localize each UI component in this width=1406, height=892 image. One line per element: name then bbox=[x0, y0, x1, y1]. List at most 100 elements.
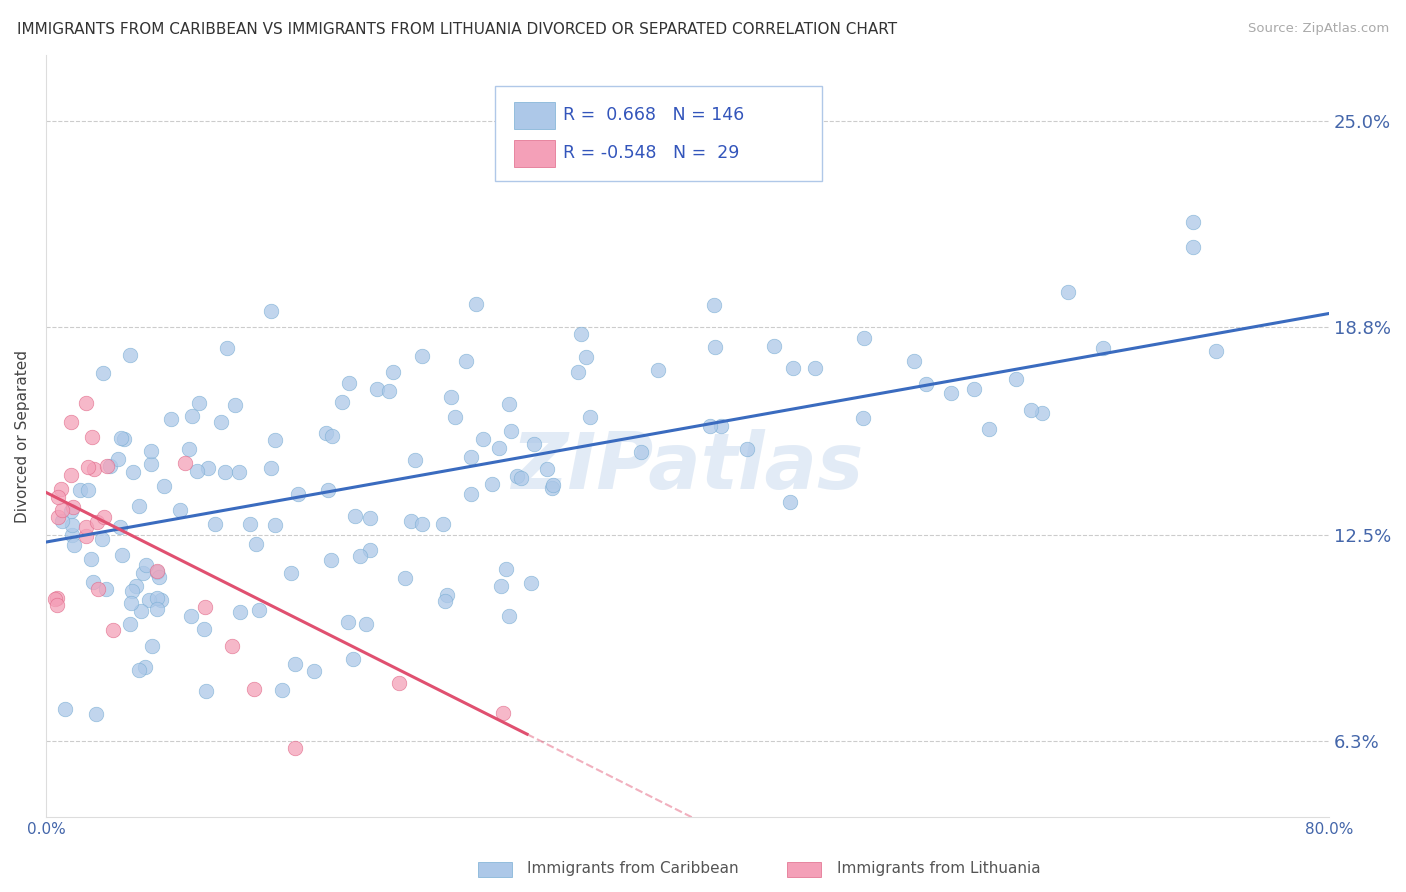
Point bbox=[75, 529, 97, 543]
Point bbox=[492, 706, 515, 720]
Point bbox=[579, 410, 602, 425]
Point bbox=[330, 395, 353, 409]
Point bbox=[125, 579, 148, 593]
Point bbox=[359, 511, 381, 525]
Text: R = -0.548   N =  29: R = -0.548 N = 29 bbox=[562, 145, 740, 162]
Point bbox=[107, 451, 129, 466]
Point bbox=[963, 382, 986, 396]
Point bbox=[139, 444, 162, 458]
Point bbox=[440, 390, 463, 404]
Point bbox=[82, 575, 104, 590]
Point bbox=[1181, 215, 1204, 229]
Point bbox=[44, 592, 66, 607]
Point bbox=[284, 657, 307, 671]
Point bbox=[122, 466, 145, 480]
Point bbox=[460, 487, 482, 501]
Point bbox=[60, 528, 83, 542]
Point bbox=[394, 571, 416, 585]
Point bbox=[80, 429, 103, 443]
Point bbox=[121, 584, 143, 599]
Point bbox=[245, 537, 267, 551]
Point bbox=[160, 411, 183, 425]
Point bbox=[271, 683, 294, 698]
Point bbox=[75, 519, 97, 533]
Point bbox=[704, 340, 727, 354]
FancyBboxPatch shape bbox=[515, 140, 555, 167]
Point bbox=[283, 740, 305, 755]
Point bbox=[399, 514, 422, 528]
Point bbox=[411, 349, 433, 363]
Point bbox=[128, 499, 150, 513]
Point bbox=[1019, 403, 1042, 417]
Point bbox=[1031, 406, 1053, 420]
Point bbox=[436, 588, 458, 602]
Text: ZIPatlas: ZIPatlas bbox=[512, 428, 863, 505]
Point bbox=[349, 549, 371, 563]
Point bbox=[575, 350, 598, 364]
Point bbox=[49, 482, 72, 496]
Point bbox=[337, 376, 360, 390]
Point bbox=[135, 558, 157, 573]
Point bbox=[186, 464, 208, 478]
Point bbox=[180, 608, 202, 623]
Point bbox=[75, 396, 97, 410]
Point bbox=[647, 362, 669, 376]
Point bbox=[495, 562, 517, 576]
Point bbox=[63, 538, 86, 552]
Point bbox=[318, 483, 340, 497]
Point bbox=[336, 615, 359, 629]
Point bbox=[214, 465, 236, 479]
Point bbox=[243, 682, 266, 697]
Point bbox=[46, 491, 69, 505]
Y-axis label: Divorced or Separated: Divorced or Separated bbox=[15, 350, 30, 523]
Point bbox=[120, 596, 142, 610]
Point bbox=[852, 331, 875, 345]
Point bbox=[540, 481, 562, 495]
Point bbox=[939, 385, 962, 400]
Point bbox=[93, 509, 115, 524]
Text: Immigrants from Caribbean: Immigrants from Caribbean bbox=[527, 862, 740, 876]
Point bbox=[914, 376, 936, 391]
Point bbox=[188, 396, 211, 410]
Point bbox=[762, 339, 785, 353]
Point bbox=[148, 570, 170, 584]
Point bbox=[260, 461, 283, 475]
Point bbox=[83, 462, 105, 476]
Point bbox=[263, 518, 285, 533]
Point bbox=[118, 616, 141, 631]
Point bbox=[354, 616, 377, 631]
FancyBboxPatch shape bbox=[515, 102, 555, 129]
Point bbox=[221, 639, 243, 653]
Point bbox=[98, 458, 121, 473]
Point bbox=[541, 478, 564, 492]
Point bbox=[209, 416, 232, 430]
Point bbox=[1205, 343, 1227, 358]
Point bbox=[342, 652, 364, 666]
Point bbox=[96, 459, 118, 474]
Point bbox=[411, 516, 433, 531]
Text: IMMIGRANTS FROM CARIBBEAN VS IMMIGRANTS FROM LITHUANIA DIVORCED OR SEPARATED COR: IMMIGRANTS FROM CARIBBEAN VS IMMIGRANTS … bbox=[17, 22, 897, 37]
Point bbox=[91, 532, 114, 546]
Point bbox=[481, 476, 503, 491]
Point bbox=[51, 503, 73, 517]
Point bbox=[1057, 285, 1080, 299]
Point bbox=[146, 564, 169, 578]
Point bbox=[80, 552, 103, 566]
Point bbox=[260, 303, 283, 318]
Point bbox=[366, 382, 388, 396]
Point bbox=[150, 593, 173, 607]
Point bbox=[432, 517, 454, 532]
Point bbox=[569, 326, 592, 341]
Point bbox=[506, 469, 529, 483]
Point bbox=[93, 366, 115, 380]
Point bbox=[46, 509, 69, 524]
Point bbox=[204, 517, 226, 532]
Point bbox=[141, 457, 163, 471]
Point bbox=[141, 639, 163, 653]
Point bbox=[215, 341, 238, 355]
Point bbox=[782, 361, 804, 376]
Point bbox=[146, 565, 169, 579]
Point bbox=[59, 468, 82, 483]
Point bbox=[120, 347, 142, 361]
Point bbox=[60, 518, 83, 533]
